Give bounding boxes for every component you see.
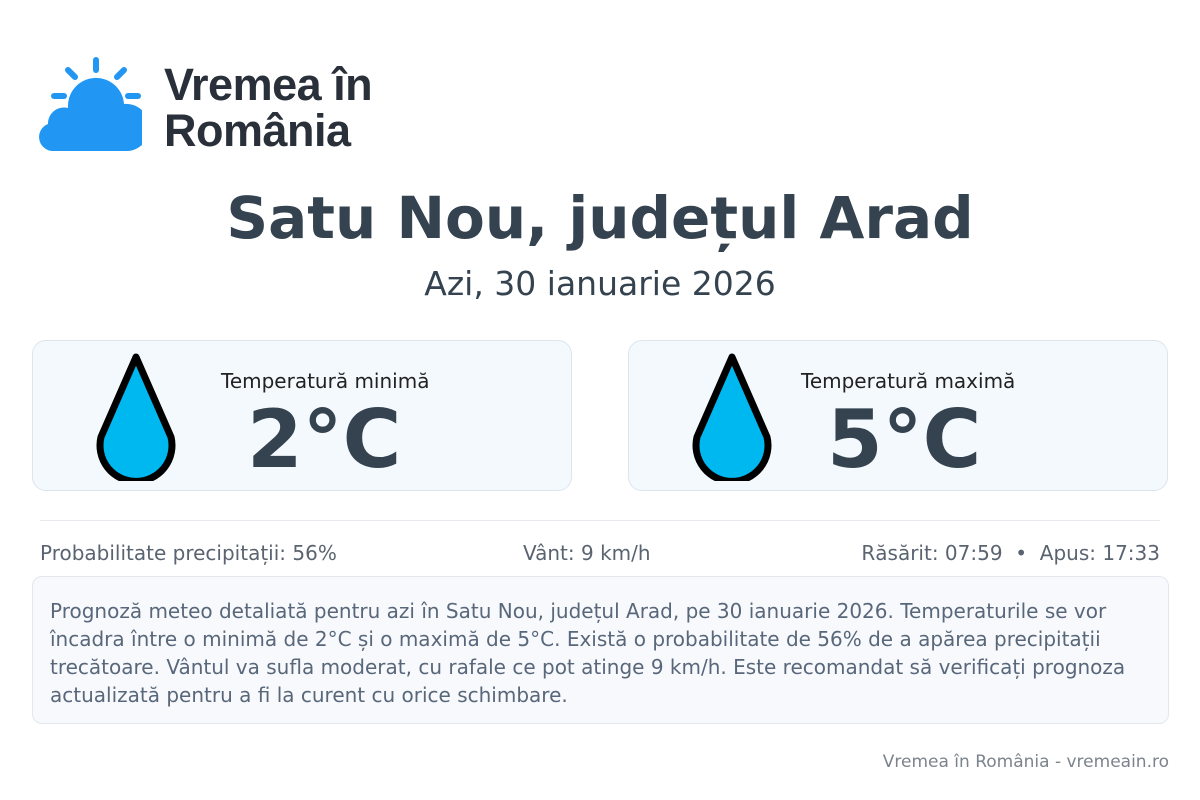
sun-cloud-icon [39,57,142,151]
forecast-description: Prognoză meteo detaliată pentru azi în S… [32,576,1169,724]
brand-line2: România [164,105,351,156]
water-drop-icon [692,353,772,481]
sun-times-stat: Răsărit: 07:59 • Apus: 17:33 [861,541,1160,565]
water-drop-icon [96,353,176,481]
max-temp-label: Temperatură maximă [801,369,1016,393]
min-temp-card: Temperatură minimă 2°C [32,340,572,491]
max-temp-card: Temperatură maximă 5°C [628,340,1168,491]
brand-name: Vremea în România [164,59,373,156]
wind-stat: Vânt: 9 km/h [523,541,651,565]
forecast-date: Azi, 30 ianuarie 2026 [424,264,776,303]
min-temp-label: Temperatură minimă [221,369,430,393]
max-temp-value: 5°C [827,393,982,486]
min-temp-value: 2°C [247,393,402,486]
divider [40,520,1160,521]
page-title: Satu Nou, județul Arad [226,184,974,252]
precipitation-stat: Probabilitate precipitații: 56% [40,541,337,565]
brand-line1: Vremea în [164,59,373,110]
logo: Vremea în România [38,56,373,154]
footer-credit: Vremea în România - vremeain.ro [882,752,1169,772]
